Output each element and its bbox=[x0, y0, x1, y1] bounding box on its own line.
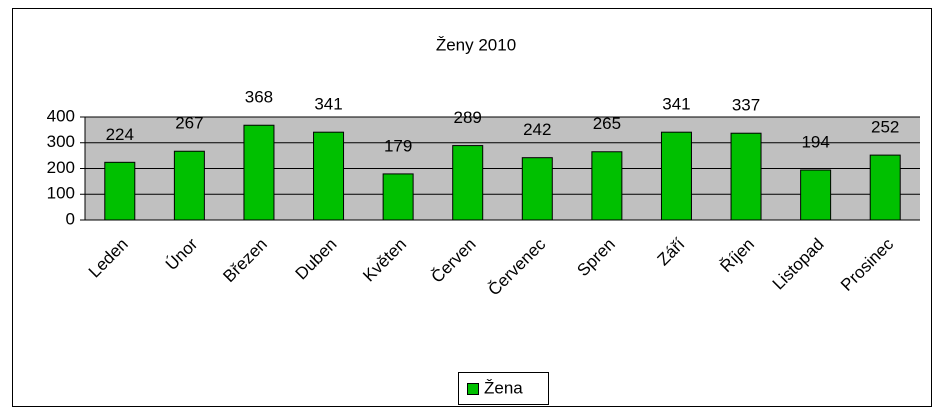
data-label: 289 bbox=[454, 108, 482, 127]
y-tick-label: 200 bbox=[47, 158, 75, 177]
legend: Žena bbox=[458, 372, 549, 405]
bar bbox=[800, 169, 832, 221]
bar bbox=[660, 131, 692, 221]
bar bbox=[521, 157, 553, 221]
bar bbox=[173, 150, 205, 221]
data-label: 368 bbox=[245, 88, 273, 107]
y-tick-label: 100 bbox=[47, 184, 75, 203]
y-tick-label: 300 bbox=[47, 132, 75, 151]
bar bbox=[104, 161, 136, 221]
data-label: 252 bbox=[871, 118, 899, 137]
bar bbox=[730, 132, 762, 221]
data-label: 194 bbox=[801, 133, 829, 152]
bar bbox=[313, 131, 345, 221]
data-label: 242 bbox=[523, 120, 551, 139]
legend-label: Žena bbox=[484, 378, 523, 397]
y-tick-label: 400 bbox=[47, 106, 75, 125]
chart-title: Ženy 2010 bbox=[436, 35, 516, 54]
data-label: 341 bbox=[314, 95, 342, 114]
bar bbox=[452, 145, 484, 221]
data-label: 267 bbox=[175, 114, 203, 133]
bar bbox=[382, 173, 414, 221]
data-label: 337 bbox=[732, 96, 760, 115]
bar bbox=[869, 154, 901, 221]
data-label: 224 bbox=[106, 125, 134, 144]
data-label: 265 bbox=[593, 114, 621, 133]
data-label: 179 bbox=[384, 136, 412, 155]
y-tick-label: 0 bbox=[66, 209, 75, 228]
legend-marker bbox=[467, 383, 479, 395]
bar bbox=[243, 124, 275, 221]
bar bbox=[591, 151, 623, 221]
data-label: 341 bbox=[662, 95, 690, 114]
